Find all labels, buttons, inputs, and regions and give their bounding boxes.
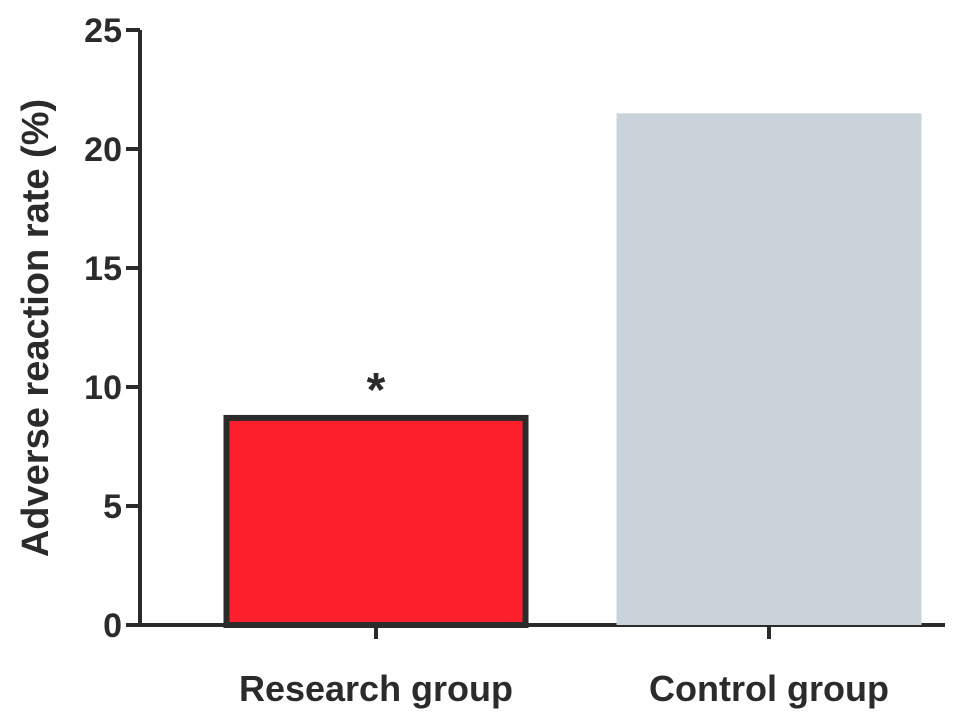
y-tick-label-5: 5 [103, 488, 122, 526]
y-tick-label-15: 15 [84, 250, 122, 288]
y-tick-label-20: 20 [84, 131, 122, 169]
x-tick-label-research-group: Research group [239, 668, 513, 709]
bars [223, 113, 922, 628]
bar-research-group [223, 414, 529, 628]
significance-marker-research-group: * [367, 364, 386, 417]
y-tick-label-10: 10 [84, 369, 122, 407]
y-axis: 0 5 10 15 20 25 [84, 12, 142, 645]
y-tick-label-25: 25 [84, 12, 122, 50]
x-axis: Research group Control group [140, 623, 945, 709]
y-axis-label: Adverse reaction rate (%) [15, 99, 57, 557]
x-tick-label-control-group: Control group [649, 668, 889, 709]
y-tick-label-0: 0 [103, 607, 122, 645]
annotations: * [367, 364, 386, 417]
bar-control-group [616, 113, 922, 626]
